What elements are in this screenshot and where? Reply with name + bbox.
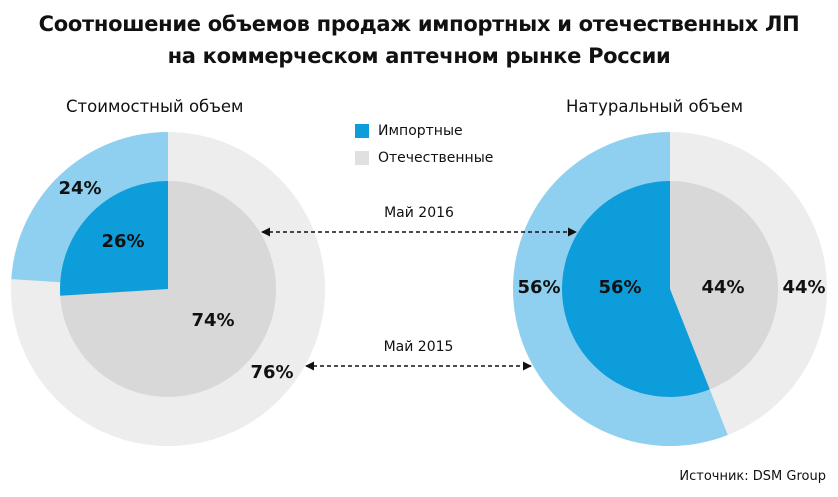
unit-inner-import-label: 56%	[598, 277, 641, 298]
may-2015-label: Май 2015	[384, 339, 454, 355]
value-outer-import-label: 24%	[58, 178, 101, 199]
unit-inner-import-slice	[561, 181, 710, 398]
unit-inner-domestic-label: 44%	[701, 277, 744, 298]
unit-volume-chart-title: Натуральный объем	[566, 97, 744, 116]
value-inner-domestic-label: 74%	[191, 310, 234, 331]
value-inner-import-slice	[59, 181, 168, 296]
legend-swatch-domestic	[355, 151, 369, 165]
value-inner-import-label: 26%	[101, 231, 144, 252]
unit-outer-import-label: 56%	[517, 277, 560, 298]
legend-item-domestic: Отечественные	[355, 149, 493, 167]
value-outer-domestic-label: 76%	[250, 362, 293, 383]
may-2016-label: Май 2016	[384, 205, 454, 221]
legend-item-import: Импортные	[355, 122, 493, 140]
legend-label-import: Импортные	[378, 123, 463, 139]
unit-outer-domestic-label: 44%	[782, 277, 825, 298]
chart-title-line-2: на коммерческом аптечном рынке России	[167, 44, 671, 68]
legend-swatch-import	[355, 124, 369, 138]
source-note: Источник: DSM Group	[679, 469, 826, 484]
legend-label-domestic: Отечественные	[378, 150, 494, 166]
chart-title-line-1: Соотношение объемов продаж импортных и о…	[38, 12, 800, 36]
legend: Импортные Отечественные	[355, 122, 493, 176]
value-volume-chart-title: Стоимостный объем	[66, 97, 244, 116]
